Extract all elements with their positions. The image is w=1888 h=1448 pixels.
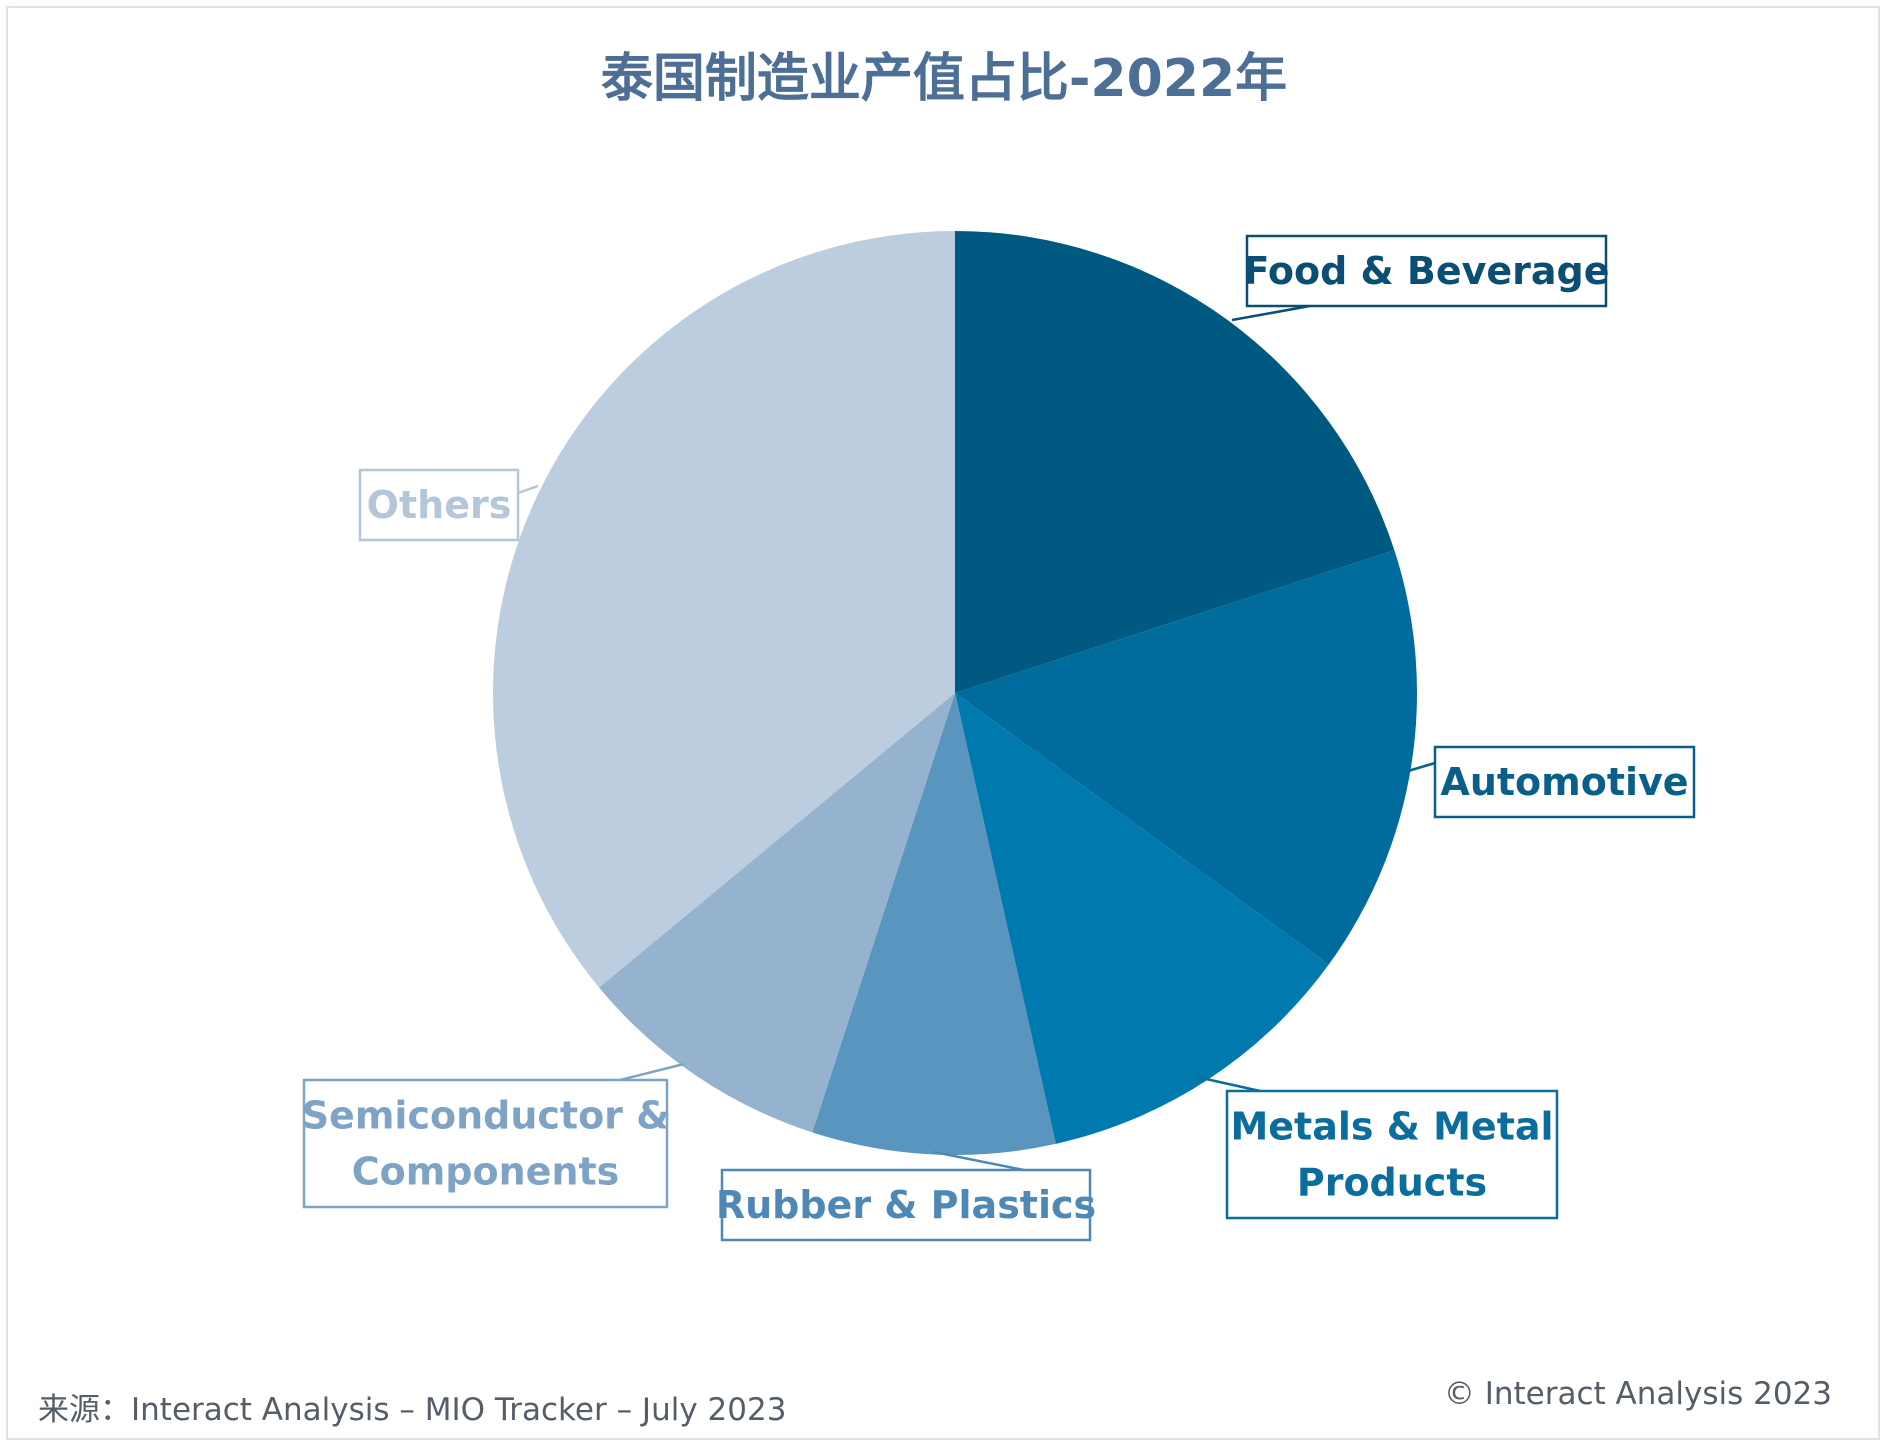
pie-slice-3 <box>955 693 1329 1144</box>
slice-label-1: Food & Beverage <box>1231 234 1610 322</box>
pie-slice-1 <box>955 231 1395 693</box>
slice-label-text: Components <box>352 1150 620 1194</box>
label-box <box>1433 745 1696 819</box>
pie-labels: Food & Beverage Automotive Metals & Metal P… <box>302 234 1696 1242</box>
pie-slice-4 <box>812 693 1056 1155</box>
source-note: 来源：Interact Analysis – MIO Tracker – Jul… <box>38 1392 787 1428</box>
slice-label-text: Others <box>367 483 512 527</box>
leader-line <box>1407 761 1436 773</box>
pie-slice-5 <box>599 693 955 1133</box>
slice-label-text: Metals & Metal <box>1230 1105 1553 1149</box>
slice-label-text: Products <box>1297 1161 1487 1205</box>
slice-label-text: Rubber & Plastics <box>716 1183 1096 1227</box>
slice-label-3: Metals & Metal Products <box>1196 1075 1559 1220</box>
label-box <box>358 468 520 542</box>
label-box <box>1225 1089 1559 1220</box>
leader-line <box>933 1150 1025 1172</box>
leader-line <box>517 484 539 495</box>
pie-slices <box>492 231 1418 1155</box>
pie-slice-6 <box>492 231 955 988</box>
slice-label-text: Automotive <box>1440 760 1688 804</box>
leader-line <box>619 1062 685 1082</box>
chart-title: 泰国制造业产值占比-2022年 <box>600 49 1288 109</box>
slice-label-4: Rubber & Plastics <box>716 1150 1096 1242</box>
slice-label-6: Others <box>358 468 539 542</box>
leader-line <box>1196 1075 1261 1093</box>
leader-line <box>1231 304 1311 322</box>
label-box <box>302 1078 669 1209</box>
label-box <box>1245 234 1608 308</box>
label-box <box>720 1168 1092 1242</box>
slice-label-2: Automotive <box>1407 745 1696 819</box>
slice-label-text: Food & Beverage <box>1243 249 1609 293</box>
slice-label-5: Semiconductor & Components <box>302 1062 685 1209</box>
slice-label-text: Semiconductor & <box>302 1094 670 1138</box>
pie-slice-2 <box>955 550 1418 965</box>
copyright-note: © Interact Analysis 2023 <box>1443 1376 1832 1412</box>
